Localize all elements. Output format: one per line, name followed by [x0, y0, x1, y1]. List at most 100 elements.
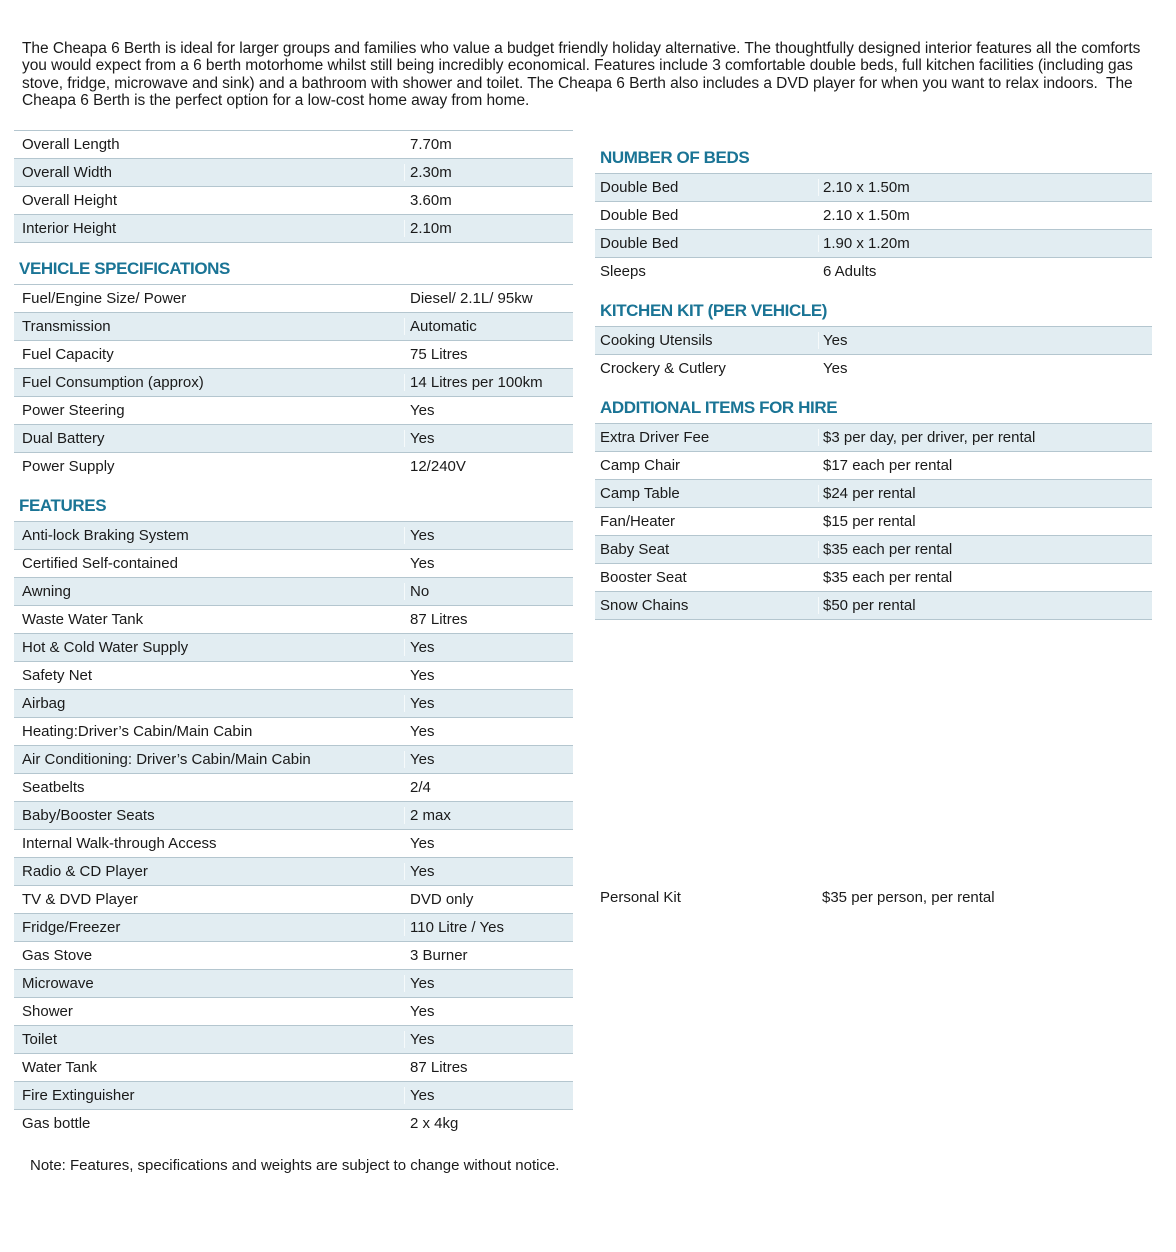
- section-heading-vehicle-specifications: VEHICLE SPECIFICATIONS: [19, 258, 230, 278]
- row-value: Yes: [404, 429, 573, 447]
- row-value: 3 Burner: [404, 946, 573, 964]
- row-label: Air Conditioning: Driver’s Cabin/Main Ca…: [22, 750, 311, 768]
- table-row: Fuel Consumption (approx) 14 Litres per 1…: [14, 367, 573, 396]
- row-value: Yes: [404, 974, 573, 992]
- row-label: Shower: [22, 1002, 73, 1020]
- table-row: Gas Stove 3 Burner: [14, 940, 573, 969]
- row-label: Fan/Heater: [600, 512, 676, 530]
- row-value: 12/240V: [404, 457, 573, 475]
- table-row: Overall Height 3.60m: [14, 185, 573, 214]
- table-row: Power Steering Yes: [14, 395, 573, 424]
- row-label: Baby/Booster Seats: [22, 806, 155, 824]
- dimensions-table: Overall Length 7.70m Overall Width 2.30m Ove…: [14, 129, 573, 243]
- row-value: 2 max: [404, 806, 573, 824]
- row-value: Diesel/ 2.1L/ 95kw: [404, 289, 573, 307]
- table-row: Hot & Cold Water Supply Yes: [14, 632, 573, 661]
- row-value: 110 Litre / Yes: [404, 918, 573, 936]
- table-row: Fire Extinguisher Yes: [14, 1080, 573, 1109]
- number-of-beds-table: Double Bed 2.10 x 1.50m Double Bed 2.10 x 1…: [595, 172, 1152, 285]
- table-row: Transmission Automatic: [14, 311, 573, 340]
- row-label: Double Bed: [600, 234, 679, 252]
- table-row: Overall Length 7.70m: [14, 129, 573, 158]
- table-row: Heating:Driver’s Cabin/Main Cabin Yes: [14, 716, 573, 745]
- table-row: Shower Yes: [14, 996, 573, 1025]
- row-value: $24 per rental: [818, 484, 1152, 502]
- table-row: Gas bottle 2 x 4kg: [14, 1108, 573, 1137]
- table-row: Water Tank 87 Litres: [14, 1052, 573, 1081]
- row-label: Fire Extinguisher: [22, 1086, 135, 1104]
- row-value: Yes: [404, 834, 573, 852]
- row-value: Yes: [404, 1030, 573, 1048]
- row-value: Yes: [404, 554, 573, 572]
- row-label: Radio & CD Player: [22, 862, 148, 880]
- table-row: Dual Battery Yes: [14, 423, 573, 452]
- row-value: Yes: [818, 359, 1152, 377]
- row-label: Crockery & Cutlery: [600, 359, 726, 377]
- table-row: Airbag Yes: [14, 688, 573, 717]
- row-value: 2.10 x 1.50m: [818, 178, 1152, 196]
- personal-kit-label: Personal Kit: [600, 889, 681, 907]
- table-row: Fuel Capacity 75 Litres: [14, 339, 573, 368]
- personal-kit-value: $35 per person, per rental: [822, 889, 995, 907]
- table-row: Interior Height 2.10m: [14, 213, 573, 242]
- table-row: Waste Water Tank 87 Litres: [14, 604, 573, 633]
- page: The Cheapa 6 Berth is ideal for larger g…: [0, 40, 1176, 1174]
- row-label: Seatbelts: [22, 778, 85, 796]
- row-label: TV & DVD Player: [22, 890, 138, 908]
- right-column: NUMBER OF BEDS Double Bed 2.10 x 1.50m Dou…: [595, 130, 1152, 912]
- table-row: Power Supply 12/240V: [14, 451, 573, 480]
- row-value: $17 each per rental: [818, 456, 1152, 474]
- row-value: Yes: [404, 638, 573, 656]
- row-value: No: [404, 582, 573, 600]
- row-label: Overall Length: [22, 135, 120, 153]
- row-value: 2.10m: [404, 219, 573, 237]
- content-columns: Overall Length 7.70m Overall Width 2.30m Ove…: [14, 129, 1176, 1174]
- section-heading-number-of-beds: NUMBER OF BEDS: [600, 147, 750, 167]
- table-row: Internal Walk-through Access Yes: [14, 828, 573, 857]
- row-value: Yes: [404, 1002, 573, 1020]
- row-label: Camp Table: [600, 484, 680, 502]
- row-value: $15 per rental: [818, 512, 1152, 530]
- row-value: 2.30m: [404, 163, 573, 181]
- row-value: Yes: [404, 1086, 573, 1104]
- row-value: Yes: [818, 331, 1152, 349]
- row-value: 14 Litres per 100km: [404, 373, 573, 391]
- row-value: 6 Adults: [818, 262, 1152, 280]
- table-row: Radio & CD Player Yes: [14, 856, 573, 885]
- table-row: Double Bed 1.90 x 1.20m: [595, 228, 1152, 257]
- row-value: 2 x 4kg: [404, 1114, 573, 1132]
- row-label: Power Steering: [22, 401, 125, 419]
- table-row: Toilet Yes: [14, 1024, 573, 1053]
- row-value: 87 Litres: [404, 610, 573, 628]
- row-label: Booster Seat: [600, 568, 687, 586]
- row-value: 3.60m: [404, 191, 573, 209]
- table-row: Double Bed 2.10 x 1.50m: [595, 172, 1152, 201]
- table-row: Awning No: [14, 576, 573, 605]
- table-row: Cooking Utensils Yes: [595, 325, 1152, 354]
- row-label: Interior Height: [22, 219, 117, 237]
- row-label: Toilet: [22, 1030, 58, 1048]
- row-label: Camp Chair: [600, 456, 681, 474]
- table-row: Baby Seat $35 each per rental: [595, 534, 1152, 563]
- row-label: Double Bed: [600, 206, 679, 224]
- row-label: Safety Net: [22, 666, 93, 684]
- row-label: Anti-lock Braking System: [22, 526, 189, 544]
- row-label: Baby Seat: [600, 540, 670, 558]
- row-value: Yes: [404, 750, 573, 768]
- row-label: Cooking Utensils: [600, 331, 713, 349]
- row-label: Fuel/Engine Size/ Power: [22, 289, 187, 307]
- row-value: 87 Litres: [404, 1058, 573, 1076]
- row-label: Water Tank: [22, 1058, 98, 1076]
- table-row: Camp Chair $17 each per rental: [595, 450, 1152, 479]
- row-value: $35 each per rental: [818, 568, 1152, 586]
- section-heading-kitchen-kit: KITCHEN KIT (PER VEHICLE): [600, 300, 828, 320]
- row-value: Yes: [404, 862, 573, 880]
- row-label: Hot & Cold Water Supply: [22, 638, 189, 656]
- table-row: Fuel/Engine Size/ Power Diesel/ 2.1L/ 95k…: [14, 283, 573, 312]
- row-label: Microwave: [22, 974, 94, 992]
- table-row: Sleeps 6 Adults: [595, 256, 1152, 285]
- section-heading-features: FEATURES: [19, 495, 107, 515]
- row-value: 2.10 x 1.50m: [818, 206, 1152, 224]
- row-value: $50 per rental: [818, 596, 1152, 614]
- left-column: Overall Length 7.70m Overall Width 2.30m Ove…: [14, 129, 573, 1174]
